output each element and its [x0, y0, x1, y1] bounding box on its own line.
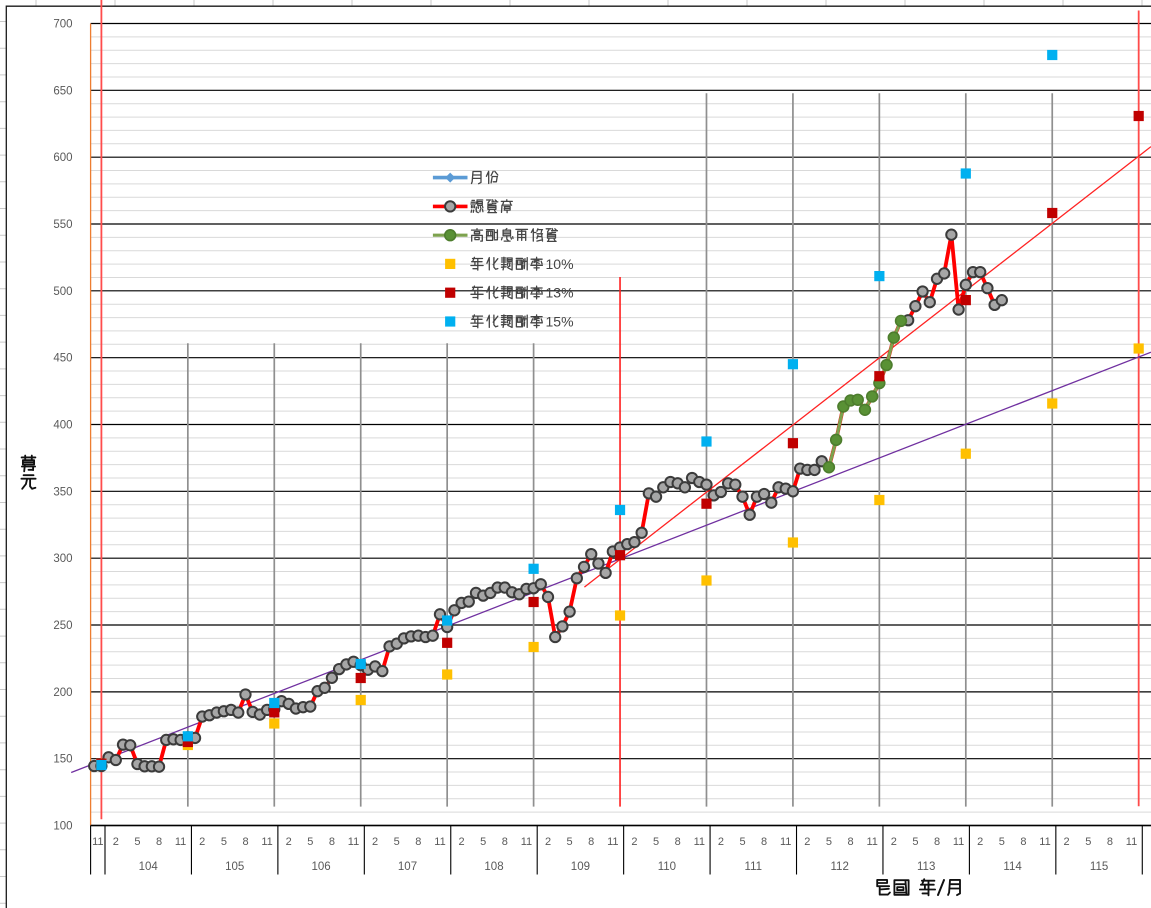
svg-text:5: 5 — [480, 836, 486, 848]
svg-text:5: 5 — [912, 836, 918, 848]
svg-text:8: 8 — [1107, 836, 1113, 848]
svg-text:104: 104 — [139, 861, 159, 873]
svg-text:2: 2 — [113, 836, 119, 848]
svg-text:650: 650 — [53, 85, 72, 97]
svg-text:300: 300 — [53, 553, 72, 565]
svg-text:15%: 15% — [546, 314, 574, 330]
svg-text:8: 8 — [847, 836, 853, 848]
svg-text:115: 115 — [1090, 861, 1108, 873]
svg-text:450: 450 — [53, 353, 72, 365]
svg-text:113: 113 — [917, 861, 935, 873]
svg-text:106: 106 — [312, 861, 331, 873]
svg-text:11: 11 — [780, 836, 791, 848]
svg-text:2: 2 — [891, 836, 897, 848]
svg-text:550: 550 — [53, 219, 72, 231]
svg-text:5: 5 — [826, 836, 832, 848]
svg-text:5: 5 — [394, 836, 400, 848]
svg-text:2: 2 — [459, 836, 465, 848]
svg-text:5: 5 — [134, 836, 140, 848]
svg-text:10%: 10% — [546, 256, 574, 272]
svg-text:8: 8 — [934, 836, 940, 848]
svg-text:11: 11 — [866, 836, 877, 848]
svg-text:105: 105 — [225, 861, 244, 873]
svg-text:112: 112 — [831, 861, 849, 873]
svg-text:8: 8 — [329, 836, 335, 848]
svg-text:11: 11 — [261, 836, 272, 848]
svg-text:11: 11 — [953, 836, 964, 848]
svg-text:13%: 13% — [546, 285, 574, 301]
svg-text:110: 110 — [658, 861, 676, 873]
svg-text:11: 11 — [434, 836, 445, 848]
svg-text:5: 5 — [999, 836, 1005, 848]
svg-text:2: 2 — [545, 836, 551, 848]
svg-text:109: 109 — [571, 861, 590, 873]
svg-text:2: 2 — [804, 836, 810, 848]
svg-text:114: 114 — [1003, 861, 1022, 873]
svg-text:11: 11 — [1039, 836, 1050, 848]
svg-text:11: 11 — [521, 836, 532, 848]
svg-text:8: 8 — [502, 836, 508, 848]
svg-text:11: 11 — [607, 836, 618, 848]
svg-text:150: 150 — [53, 754, 72, 766]
svg-text:700: 700 — [53, 19, 72, 31]
svg-text:5: 5 — [1085, 836, 1091, 848]
svg-text:2: 2 — [718, 836, 724, 848]
svg-text:5: 5 — [567, 836, 573, 848]
svg-text:5: 5 — [739, 836, 745, 848]
svg-text:8: 8 — [415, 836, 421, 848]
svg-text:8: 8 — [588, 836, 594, 848]
svg-text:8: 8 — [156, 836, 162, 848]
svg-text:2: 2 — [977, 836, 983, 848]
svg-text:250: 250 — [53, 620, 72, 632]
svg-text:8: 8 — [1020, 836, 1026, 848]
svg-text:5: 5 — [221, 836, 227, 848]
svg-text:11: 11 — [175, 836, 186, 848]
svg-text:200: 200 — [53, 687, 72, 699]
svg-text:8: 8 — [675, 836, 681, 848]
svg-text:350: 350 — [53, 486, 72, 498]
svg-text:11: 11 — [694, 836, 705, 848]
svg-text:11: 11 — [92, 836, 103, 848]
svg-text:5: 5 — [653, 836, 659, 848]
svg-text:108: 108 — [484, 861, 503, 873]
svg-text:8: 8 — [242, 836, 248, 848]
svg-text:100: 100 — [53, 821, 72, 833]
svg-text:2: 2 — [199, 836, 205, 848]
svg-text:2: 2 — [1064, 836, 1070, 848]
svg-text:2: 2 — [372, 836, 378, 848]
svg-text:8: 8 — [761, 836, 767, 848]
svg-text:400: 400 — [53, 420, 72, 432]
svg-text:107: 107 — [398, 861, 417, 873]
svg-text:111: 111 — [745, 861, 762, 873]
svg-text:600: 600 — [53, 152, 72, 164]
svg-text:2: 2 — [286, 836, 292, 848]
svg-text:11: 11 — [348, 836, 359, 848]
svg-text:5: 5 — [307, 836, 313, 848]
svg-text:2: 2 — [631, 836, 637, 848]
svg-text:11: 11 — [1126, 836, 1137, 848]
svg-text:500: 500 — [53, 286, 72, 298]
